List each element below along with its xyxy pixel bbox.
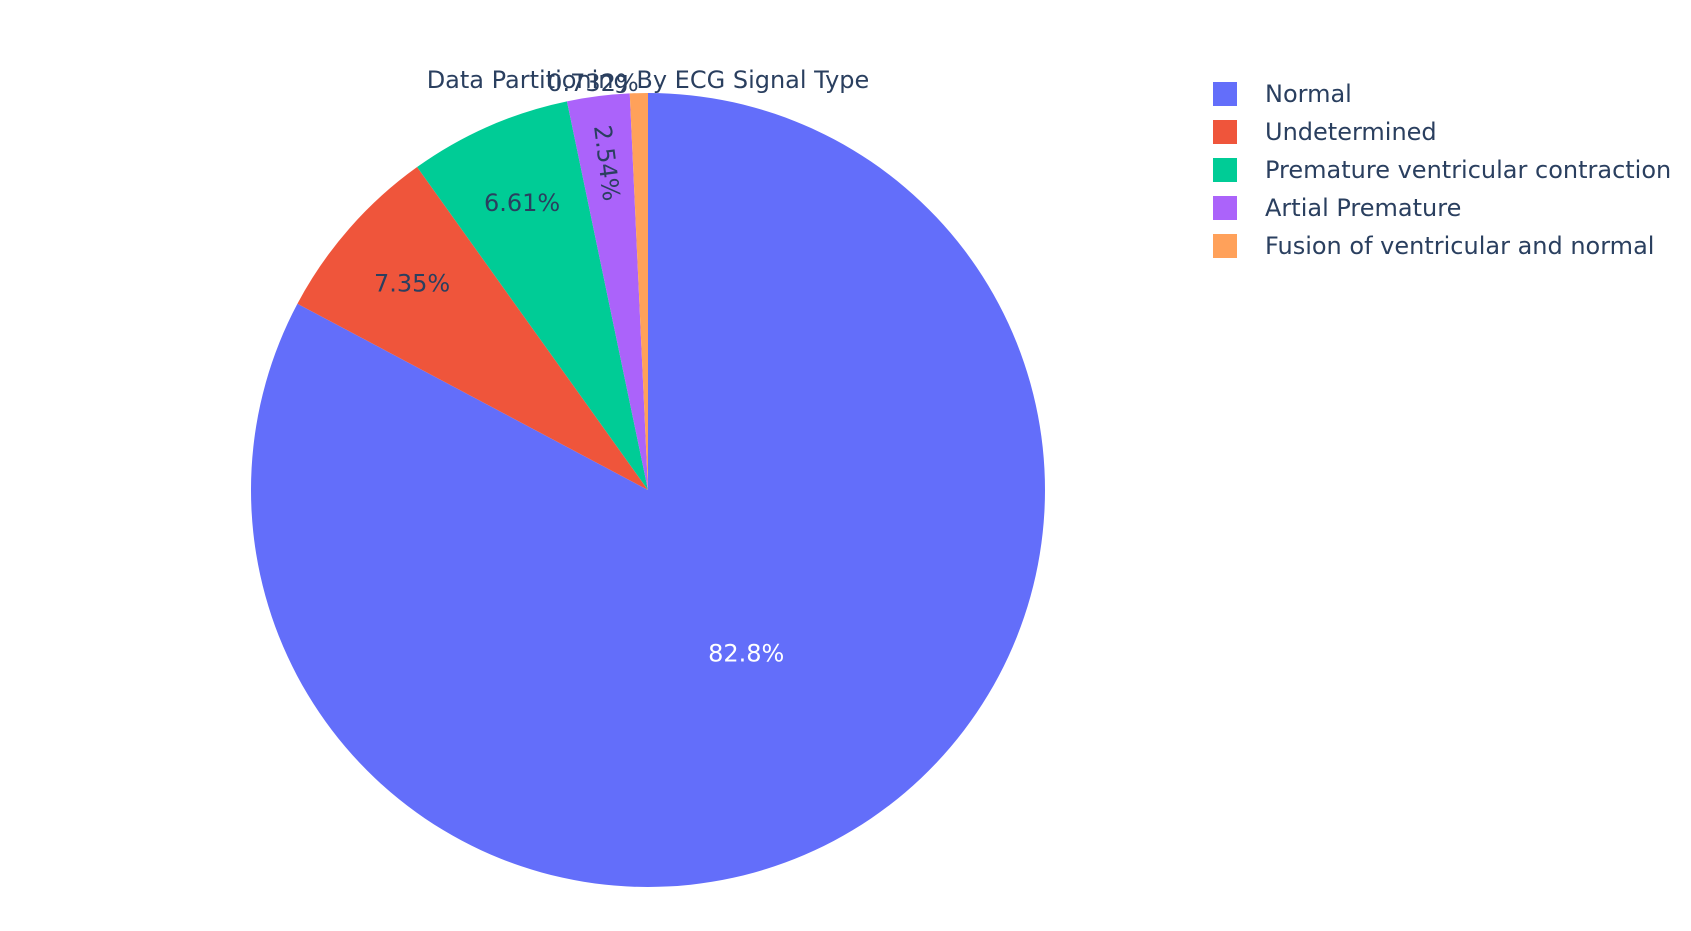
legend-swatch-4 (1213, 234, 1237, 258)
legend-label-0: Normal (1265, 80, 1352, 108)
legend-item-3[interactable]: Artial Premature (1213, 194, 1461, 222)
legend-swatch-1 (1213, 120, 1237, 144)
legend-item-0[interactable]: Normal (1213, 80, 1352, 108)
slice-label-0: 82.8% (708, 639, 784, 667)
legend-item-4[interactable]: Fusion of ventricular and normal (1213, 232, 1654, 260)
pie-slice-2[interactable] (417, 101, 648, 490)
legend-swatch-3 (1213, 196, 1237, 220)
legend-swatch-2 (1213, 158, 1237, 182)
legend-label-1: Undetermined (1265, 118, 1437, 146)
legend-item-2[interactable]: Premature ventricular contraction (1213, 156, 1671, 184)
slice-labels: 82.8%7.35%6.61%2.54%0.732% (374, 69, 784, 667)
legend-label-2: Premature ventricular contraction (1265, 156, 1671, 184)
legend-item-1[interactable]: Undetermined (1213, 118, 1437, 146)
chart-title: Data Partitioning By ECG Signal Type (427, 66, 870, 94)
pie-slices (250, 93, 1045, 887)
pie-slice-3[interactable] (566, 93, 648, 491)
slice-label-4: 0.732% (547, 69, 639, 97)
legend-swatch-0 (1213, 82, 1237, 106)
legend: Normal Undetermined Premature ventricular … (1213, 80, 1671, 260)
legend-label-3: Artial Premature (1265, 194, 1461, 222)
pie-slice-4[interactable] (629, 93, 648, 490)
legend-label-4: Fusion of ventricular and normal (1265, 232, 1654, 260)
slice-label-1: 7.35% (374, 269, 450, 297)
pie-slice-1[interactable] (297, 167, 648, 491)
slice-label-2: 6.61% (484, 189, 560, 217)
pie-slice-0[interactable] (250, 93, 1045, 887)
